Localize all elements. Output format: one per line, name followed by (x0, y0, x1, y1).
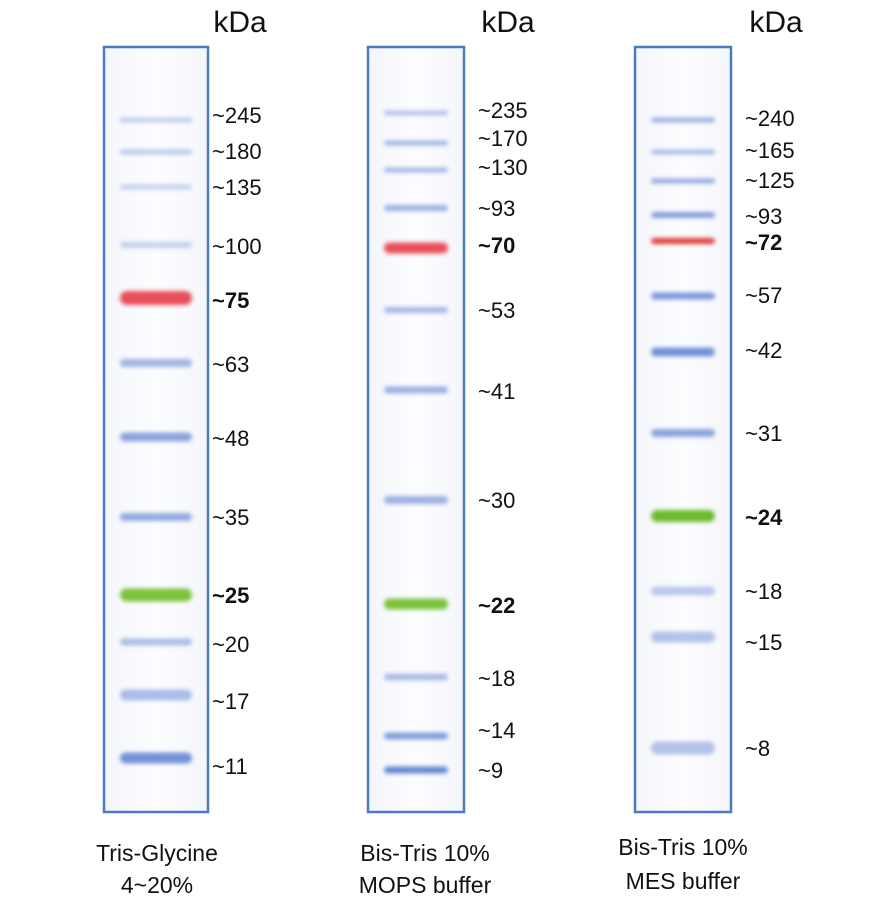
band (120, 513, 192, 521)
band-label: ~70 (478, 233, 515, 258)
band (120, 242, 192, 248)
caption: Bis-Tris 10% (618, 834, 748, 860)
band-label: ~15 (745, 630, 782, 655)
band (384, 598, 448, 610)
band-label: ~48 (212, 426, 249, 451)
band (651, 292, 715, 300)
band (384, 766, 448, 774)
band-label: ~130 (478, 155, 528, 180)
band-label: ~41 (478, 379, 515, 404)
band-label: ~235 (478, 98, 528, 123)
band-label: ~63 (212, 352, 249, 377)
band (384, 167, 448, 173)
band (651, 429, 715, 437)
band-label: ~165 (745, 138, 795, 163)
band-label: ~100 (212, 234, 262, 259)
band-label: ~93 (745, 204, 782, 229)
band (651, 117, 715, 123)
band-label: ~75 (212, 288, 249, 313)
band (384, 732, 448, 740)
band (384, 242, 448, 254)
band (651, 631, 715, 643)
caption: MOPS buffer (359, 872, 492, 898)
caption: MES buffer (626, 868, 741, 894)
band (120, 638, 192, 646)
band (651, 347, 715, 357)
unit-label: kDa (481, 6, 535, 39)
band (120, 752, 192, 764)
band-label: ~11 (212, 754, 248, 779)
band-label: ~17 (212, 689, 249, 714)
band-label: ~240 (745, 106, 795, 131)
band (384, 673, 448, 681)
band (384, 307, 448, 313)
band (120, 117, 192, 123)
lane (366, 45, 466, 814)
unit-label: kDa (749, 6, 803, 39)
lane (102, 45, 210, 814)
band (120, 291, 192, 305)
band-label: ~72 (745, 230, 782, 255)
band (120, 359, 192, 367)
band-label: ~18 (745, 579, 782, 604)
band-label: ~18 (478, 666, 515, 691)
band-label: ~93 (478, 196, 515, 221)
band (120, 184, 192, 190)
band (120, 689, 192, 701)
band-label: ~22 (478, 593, 515, 618)
band-label: ~8 (745, 736, 770, 761)
band-label: ~14 (478, 718, 515, 743)
band-label: ~53 (478, 298, 515, 323)
band (384, 140, 448, 146)
band-label: ~25 (212, 583, 249, 608)
band-label: ~135 (212, 175, 262, 200)
band-label: ~9 (478, 758, 503, 783)
band-label: ~31 (745, 421, 782, 446)
band (651, 741, 715, 755)
band-label: ~24 (745, 505, 783, 530)
band-label: ~170 (478, 126, 528, 151)
band-label: ~42 (745, 338, 782, 363)
band (651, 212, 715, 218)
band (651, 510, 715, 522)
band-label: ~125 (745, 168, 795, 193)
band-label: ~30 (478, 488, 515, 513)
band-label: ~35 (212, 505, 249, 530)
band (651, 178, 715, 184)
band (651, 238, 715, 244)
caption: Bis-Tris 10% (360, 840, 490, 866)
band (120, 432, 192, 442)
band (651, 586, 715, 596)
band (384, 205, 448, 211)
unit-label: kDa (213, 6, 267, 39)
band (120, 149, 192, 155)
band-label: ~20 (212, 632, 249, 657)
caption: Tris-Glycine (96, 840, 218, 866)
band-label: ~57 (745, 283, 782, 308)
band-label: ~180 (212, 139, 262, 164)
caption: 4~20% (121, 872, 193, 898)
band-label: ~245 (212, 103, 262, 128)
band (384, 496, 448, 504)
band (120, 588, 192, 602)
band (384, 386, 448, 394)
band (384, 110, 448, 116)
band (651, 149, 715, 155)
